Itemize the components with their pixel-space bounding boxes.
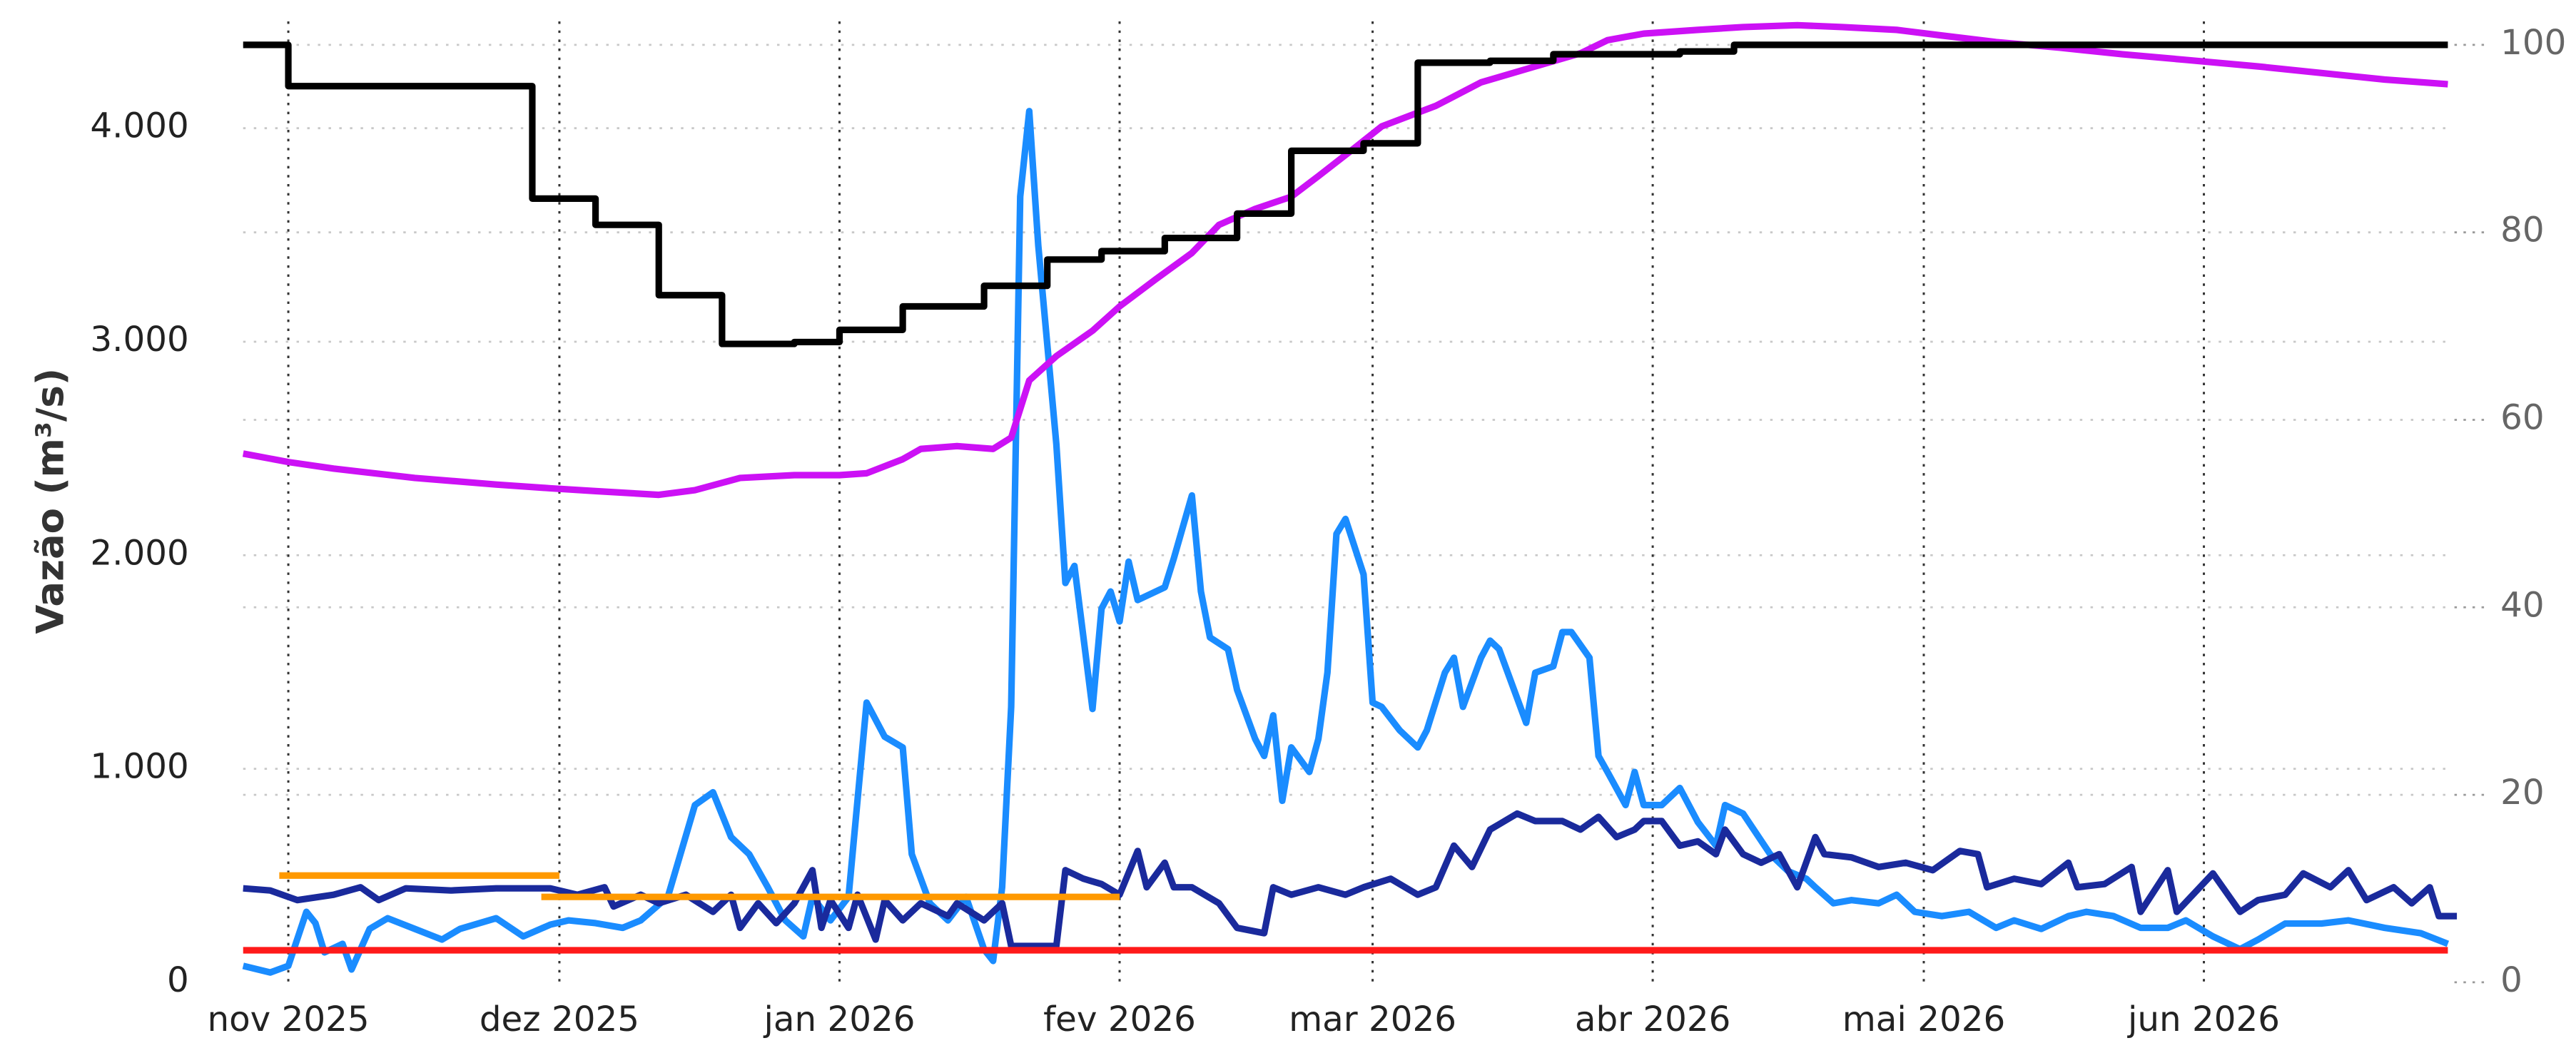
y-axis-label: Vazão (m³/s): [29, 368, 72, 634]
x-tick-label: abr 2026: [1575, 999, 1731, 1039]
y2-tick-label: 20: [2500, 773, 2545, 813]
series-line: [242, 21, 2448, 499]
series-line: [242, 108, 2450, 976]
x-tick-label: mar 2026: [1289, 999, 1456, 1039]
y-tick-label: 4.000: [90, 106, 188, 146]
y-tick-label: 3.000: [90, 320, 188, 360]
y-tick-label: 1.000: [90, 747, 188, 787]
y2-tick-label: 80: [2500, 210, 2545, 250]
y-tick-label: 0: [167, 960, 189, 1000]
x-tick-label: jun 2026: [2127, 999, 2280, 1039]
y2-tick-label: 40: [2500, 585, 2545, 625]
series-line: [243, 41, 2448, 347]
x-tick-label: nov 2025: [207, 999, 369, 1039]
y2-tick-label: 60: [2500, 397, 2545, 437]
series-line: [243, 810, 2458, 950]
x-tick-label: fev 2026: [1043, 999, 1196, 1039]
y2-tick-label: 100: [2500, 23, 2566, 63]
x-tick-label: mai 2026: [1842, 999, 2005, 1039]
y2-tick-label: 0: [2500, 960, 2522, 1000]
x-tick-label: dez 2025: [480, 999, 639, 1039]
x-tick-label: jan 2026: [763, 999, 915, 1039]
y-tick-label: 2.000: [90, 533, 188, 573]
